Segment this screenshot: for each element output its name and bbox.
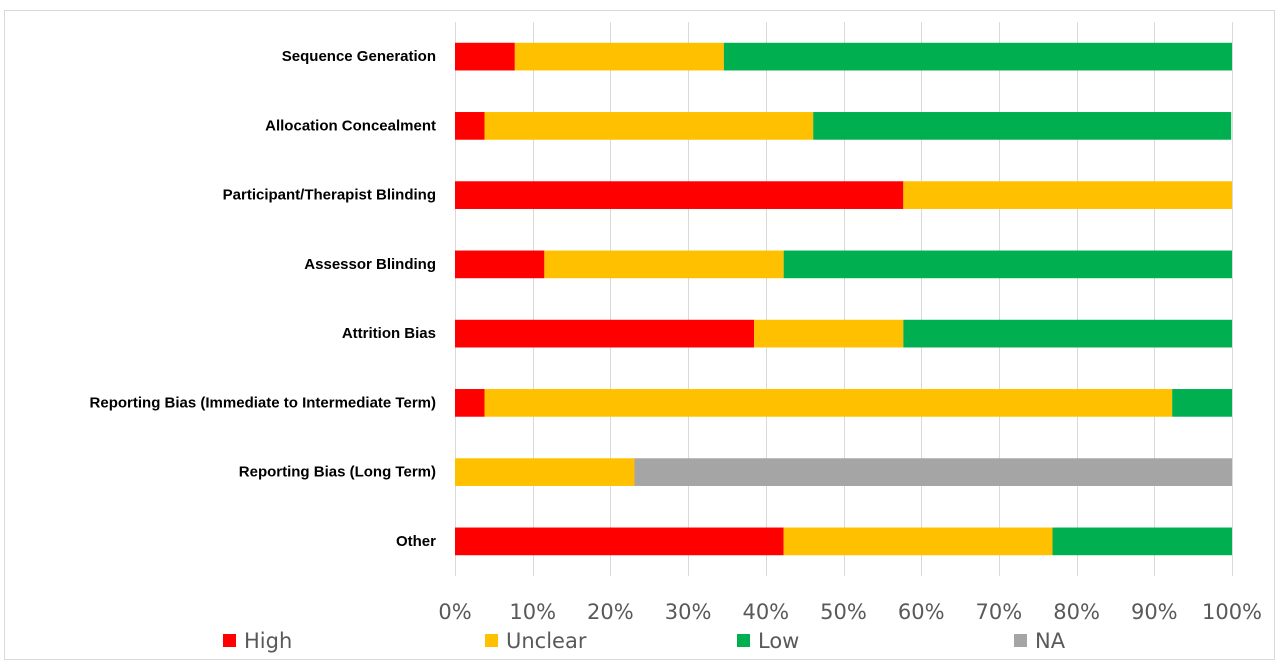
x-axis-tick-labels: 0% 10% 20% 30% 40% 50% 60% 70% 80% 90% 100%	[438, 600, 1262, 624]
bar-segment-high	[455, 389, 485, 417]
bar-segment-low	[1052, 527, 1232, 556]
x-tick-label: 100%	[1202, 600, 1262, 624]
bar-segment-unclear	[455, 458, 635, 486]
legend-swatch-unclear	[485, 634, 498, 647]
category-label: Attrition Bias	[342, 325, 436, 342]
bar-segment-high	[455, 319, 755, 348]
category-label: Sequence Generation	[282, 48, 436, 65]
x-tick-label: 60%	[898, 600, 945, 624]
legend-swatch-na	[1014, 634, 1027, 647]
legend-label-high: High	[244, 629, 292, 653]
bar-segment-unclear	[514, 42, 724, 71]
category-labels: Sequence Generation Allocation Concealmen…	[90, 48, 437, 550]
category-label: Reporting Bias (Immediate to Intermediat…	[90, 394, 436, 411]
bars	[455, 42, 1232, 556]
bar-segment-high	[455, 42, 515, 71]
category-label: Assessor Blinding	[304, 256, 436, 273]
bar-segment-low	[1172, 389, 1232, 417]
x-tick-label: 40%	[742, 600, 789, 624]
bar-segment-low	[723, 42, 1232, 71]
bar-segment-unclear	[484, 389, 1173, 417]
bar-segment-high	[455, 250, 545, 279]
legend-swatch-low	[737, 634, 750, 647]
bar-segment-unclear	[754, 319, 904, 348]
category-label: Allocation Concealment	[265, 117, 436, 134]
bar-segment-unclear	[903, 181, 1232, 209]
x-tick-label: 70%	[976, 600, 1023, 624]
category-label: Reporting Bias (Long Term)	[239, 464, 436, 481]
bar-segment-low	[783, 250, 1232, 279]
x-tick-label: 20%	[587, 600, 634, 624]
x-tick-label: 90%	[1131, 600, 1178, 624]
category-label: Participant/Therapist Blinding	[223, 187, 436, 204]
bar-segment-high	[455, 181, 904, 209]
legend-label-na: NA	[1035, 629, 1066, 653]
x-tick-label: 30%	[665, 600, 712, 624]
bar-segment-unclear	[484, 112, 814, 140]
bar-segment-low	[813, 112, 1232, 140]
legend: High Unclear Low NA	[223, 629, 1066, 653]
bar-segment-high	[455, 527, 784, 556]
bar-segment-low	[903, 319, 1232, 348]
bar-segment-na	[634, 458, 1232, 486]
gridlines	[455, 22, 1233, 576]
bar-segment-high	[455, 112, 485, 140]
x-tick-label: 0%	[438, 600, 471, 624]
bar-segment-unclear	[544, 250, 784, 279]
bar-segment-unclear	[783, 527, 1053, 556]
legend-label-unclear: Unclear	[506, 629, 587, 653]
legend-label-low: Low	[758, 629, 799, 653]
x-tick-label: 10%	[509, 600, 556, 624]
x-tick-label: 50%	[820, 600, 867, 624]
legend-swatch-high	[223, 634, 236, 647]
x-tick-label: 80%	[1053, 600, 1100, 624]
category-label: Other	[396, 533, 436, 550]
